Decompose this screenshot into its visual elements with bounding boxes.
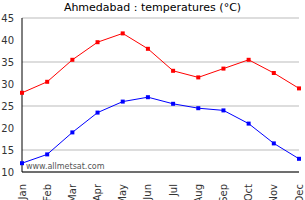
svg-text:40: 40 — [8, 35, 14, 46]
svg-text:Feb: Feb — [42, 184, 53, 200]
svg-text:10: 10 — [8, 167, 14, 178]
svg-text:20: 20 — [8, 123, 14, 134]
html-text:Ahmedabad : temperatures (°C): Ahmedabad : temperatures (°C) — [63, 1, 242, 14]
svg-text:Aug: Aug — [193, 184, 204, 200]
svg-text:30: 30 — [8, 79, 14, 90]
svg-text:25: 25 — [8, 101, 14, 112]
svg-text:Apr: Apr — [92, 183, 103, 200]
html-text:www.allmetsat.com: www.allmetsat.com — [26, 162, 105, 171]
svg-text:Mar: Mar — [67, 183, 78, 200]
svg-text:Jul: Jul — [168, 184, 179, 197]
svg-text:Sep: Sep — [218, 184, 229, 200]
svg-text:Dec: Dec — [294, 184, 298, 200]
svg-text:Nov: Nov — [268, 184, 279, 200]
svg-text:15: 15 — [8, 145, 14, 156]
svg-text:Oct: Oct — [243, 184, 254, 200]
svg-text:Jan: Jan — [17, 184, 28, 200]
svg-text:Jun: Jun — [142, 184, 153, 200]
svg-text:45: 45 — [8, 13, 14, 24]
svg-text:May: May — [117, 184, 128, 200]
svg-text:35: 35 — [8, 57, 14, 68]
